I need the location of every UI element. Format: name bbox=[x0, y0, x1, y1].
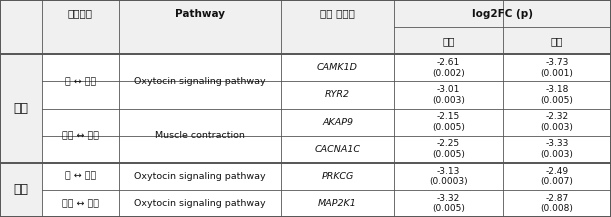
Text: Oxytocin signaling pathway: Oxytocin signaling pathway bbox=[134, 77, 266, 86]
Text: -3.13
(0.0003): -3.13 (0.0003) bbox=[429, 167, 468, 186]
Text: -2.49
(0.007): -2.49 (0.007) bbox=[541, 167, 573, 186]
Text: AKAP9: AKAP9 bbox=[322, 118, 353, 127]
Text: 노출: 노출 bbox=[442, 36, 455, 46]
Text: -3.73
(0.001): -3.73 (0.001) bbox=[541, 58, 573, 77]
Text: 납 ↔ 조산: 납 ↔ 조산 bbox=[65, 77, 96, 86]
Text: -3.33
(0.003): -3.33 (0.003) bbox=[541, 140, 573, 159]
Text: 아기: 아기 bbox=[13, 183, 28, 196]
Text: -3.18
(0.005): -3.18 (0.005) bbox=[541, 85, 573, 105]
Text: MAP2K1: MAP2K1 bbox=[318, 199, 357, 208]
Text: Muscle contraction: Muscle contraction bbox=[155, 131, 245, 140]
Text: log2FC (p): log2FC (p) bbox=[472, 8, 533, 19]
Text: -2.25
(0.005): -2.25 (0.005) bbox=[432, 140, 465, 159]
Text: -2.87
(0.008): -2.87 (0.008) bbox=[541, 194, 573, 213]
Text: 조산: 조산 bbox=[551, 36, 563, 46]
Text: 비소 ↔ 조산: 비소 ↔ 조산 bbox=[62, 131, 99, 140]
Text: RYR2: RYR2 bbox=[325, 90, 350, 99]
Text: -2.15
(0.005): -2.15 (0.005) bbox=[432, 112, 465, 132]
Text: 상관관계: 상관관계 bbox=[68, 8, 93, 19]
Text: -2.61
(0.002): -2.61 (0.002) bbox=[432, 58, 465, 77]
Text: CACNA1C: CACNA1C bbox=[315, 145, 360, 154]
Text: -3.01
(0.003): -3.01 (0.003) bbox=[432, 85, 465, 105]
Text: Pathway: Pathway bbox=[175, 8, 225, 19]
Text: 납 ↔ 조산: 납 ↔ 조산 bbox=[65, 172, 96, 181]
Bar bbox=[0, 0, 42, 217]
Text: Oxytocin signaling pathway: Oxytocin signaling pathway bbox=[134, 172, 266, 181]
Text: -3.32
(0.005): -3.32 (0.005) bbox=[432, 194, 465, 213]
Text: Oxytocin signaling pathway: Oxytocin signaling pathway bbox=[134, 199, 266, 208]
Bar bbox=[0, 0, 611, 54]
Text: PRKCG: PRKCG bbox=[321, 172, 354, 181]
Text: CAMK1D: CAMK1D bbox=[317, 63, 358, 72]
Bar bbox=[42, 54, 611, 217]
Text: 비소 ↔ 조산: 비소 ↔ 조산 bbox=[62, 199, 99, 208]
Text: -2.32
(0.003): -2.32 (0.003) bbox=[541, 112, 573, 132]
Text: 연관 유전자: 연관 유전자 bbox=[320, 8, 355, 19]
Text: 엄마: 엄마 bbox=[13, 102, 28, 115]
